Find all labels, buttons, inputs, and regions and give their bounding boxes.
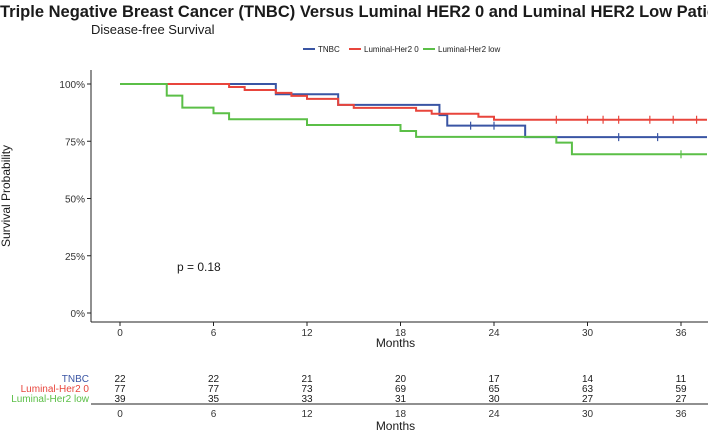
- y-tick-label: 0%: [71, 309, 86, 320]
- x-tick-label: 18: [395, 328, 407, 339]
- risk-x-tick-label: 6: [211, 409, 217, 420]
- y-tick-label: 25%: [65, 252, 85, 263]
- risk-count: 21: [301, 374, 313, 385]
- risk-count: 27: [582, 394, 594, 405]
- risk-x-tick-label: 18: [395, 409, 407, 420]
- risk-x-axis-title: Months: [376, 419, 415, 432]
- risk-row-label-1: Luminal-Her2 0: [21, 384, 90, 395]
- x-axis-title: Months: [376, 336, 415, 350]
- plot-area: 0% 25% 50% 75% 100% 0 6 12 18 24 30 36 Months Surviva…: [0, 70, 708, 350]
- risk-x-tick-label: 30: [582, 409, 594, 420]
- risk-count: 59: [675, 384, 687, 395]
- risk-count: 77: [208, 384, 220, 395]
- risk-count: 31: [395, 394, 407, 405]
- risk-x-tick-label: 36: [675, 409, 687, 420]
- risk-count: 22: [114, 374, 126, 385]
- series-line-2: [120, 83, 707, 156]
- risk-x-tick-label: 24: [488, 409, 500, 420]
- legend: TNBC Luminal-Her2 0 Luminal-Her2 low: [303, 45, 500, 54]
- risk-count: 73: [301, 384, 313, 395]
- risk-count: 65: [488, 384, 500, 395]
- p-value-annotation: p = 0.18: [177, 260, 221, 274]
- legend-label-1: Luminal-Her2 0: [364, 45, 419, 54]
- legend-label-0: TNBC: [318, 45, 340, 54]
- chart-subtitle: Disease-free Survival: [91, 22, 215, 37]
- risk-count: 77: [114, 384, 126, 395]
- risk-row-label-0: TNBC: [62, 374, 89, 385]
- risk-count: 20: [395, 374, 407, 385]
- legend-label-2: Luminal-Her2 low: [438, 45, 500, 54]
- y-tick-label: 50%: [65, 195, 85, 206]
- series-line-1: [120, 83, 707, 121]
- x-tick-label: 6: [211, 328, 217, 339]
- y-tick-label: 75%: [65, 137, 85, 148]
- risk-count: 63: [582, 384, 594, 395]
- x-tick-label: 0: [117, 328, 123, 339]
- risk-row-label-2: Luminal-Her2 low: [11, 394, 90, 405]
- risk-count: 33: [301, 394, 313, 405]
- series-line-0: [120, 83, 707, 139]
- risk-count: 39: [114, 394, 126, 405]
- risk-count: 17: [488, 374, 500, 385]
- risk-count: 30: [488, 394, 500, 405]
- risk-x-tick-label: 12: [301, 409, 313, 420]
- risk-table: TNBC 22 22 21 20 17 14 11 Luminal-Her2 0 77 77 73 69…: [11, 374, 708, 432]
- risk-count: 69: [395, 384, 407, 395]
- risk-count: 11: [676, 374, 687, 385]
- risk-count: 35: [208, 394, 220, 405]
- x-tick-label: 30: [582, 328, 594, 339]
- x-tick-label: 36: [675, 328, 687, 339]
- y-axis-title: Survival Probability: [0, 145, 13, 247]
- y-tick-label: 100%: [59, 80, 85, 91]
- x-tick-label: 12: [301, 328, 313, 339]
- risk-count: 14: [582, 374, 594, 385]
- risk-count: 27: [675, 394, 687, 405]
- risk-x-tick-label: 0: [117, 409, 123, 420]
- page-title: Triple Negative Breast Cancer (TNBC) Ver…: [0, 3, 708, 21]
- risk-count: 22: [208, 374, 220, 385]
- x-tick-label: 24: [488, 328, 500, 339]
